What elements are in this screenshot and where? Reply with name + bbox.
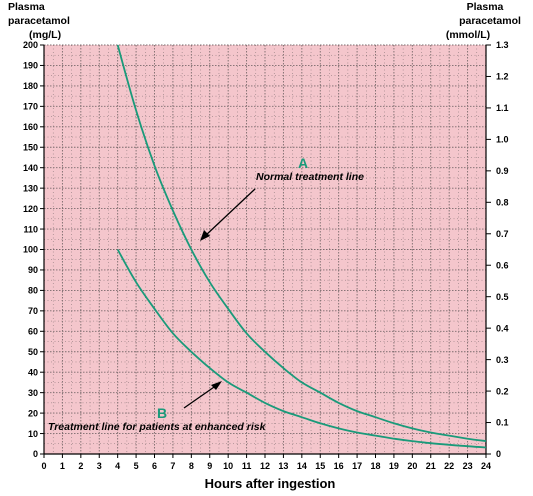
right-axis-title-line-1: Plasma	[467, 1, 504, 13]
marker-a-label: A	[298, 155, 308, 171]
right-axis-title-line-3: (mmol/L)	[446, 29, 490, 41]
right-y-tick-label: 0	[496, 449, 501, 459]
left-y-tick-label: 200	[23, 40, 38, 50]
normal-treatment-arrow-head	[200, 230, 210, 241]
normal-treatment-line-label: Normal treatment line	[256, 171, 364, 183]
x-tick-label: 19	[389, 461, 399, 471]
left-y-tick-label: 10	[28, 429, 38, 439]
left-y-tick-label: 160	[23, 122, 38, 132]
left-axis-title-line-3: (mg/L)	[29, 29, 61, 41]
normal-treatment-arrow-shaft	[204, 188, 256, 237]
right-y-tick-label: 0.8	[496, 198, 509, 208]
x-axis-ticks: 0 1 2 3 4 5 6 7 8 9 10 11 12 13 14 15 16 17 18 19 20 21 22 23 24	[41, 454, 491, 471]
x-tick-label: 24	[481, 461, 491, 471]
x-tick-label: 5	[134, 461, 139, 471]
left-y-tick-label: 140	[23, 163, 38, 173]
left-y-tick-label: 170	[23, 102, 38, 112]
right-y-tick-label: 0.5	[496, 292, 509, 302]
x-tick-label: 23	[463, 461, 473, 471]
left-y-tick-label: 150	[23, 142, 38, 152]
x-tick-label: 9	[207, 461, 212, 471]
left-y-tick-label: 0	[33, 449, 38, 459]
x-tick-label: 12	[260, 461, 270, 471]
left-y-tick-label: 20	[28, 408, 38, 418]
right-y-tick-label: 1.0	[496, 135, 509, 145]
left-y-tick-label: 80	[28, 286, 38, 296]
x-tick-label: 7	[170, 461, 175, 471]
left-axis-title-line-1: Plasma	[8, 1, 45, 13]
right-y-tick-label: 0.9	[496, 166, 509, 176]
left-y-tick-label: 100	[23, 245, 38, 255]
x-tick-label: 13	[278, 461, 288, 471]
left-y-tick-label: 130	[23, 183, 38, 193]
right-y-tick-label: 0.2	[496, 386, 509, 396]
enhanced-risk-line-label: Treatment line for patients at enhanced …	[48, 421, 267, 433]
right-y-tick-label: 1.2	[496, 72, 509, 82]
x-tick-label: 14	[297, 461, 307, 471]
series-group	[116, 44, 487, 449]
left-y-tick-label: 120	[23, 204, 38, 214]
normal-treatment-line	[116, 44, 487, 442]
right-y-tick-label: 0.3	[496, 355, 509, 365]
left-y-tick-label: 180	[23, 81, 38, 91]
x-tick-label: 17	[352, 461, 362, 471]
marker-b-label: B	[157, 405, 167, 421]
x-tick-label: 4	[115, 461, 120, 471]
x-tick-label: 1	[60, 461, 65, 471]
left-y-tick-label: 60	[28, 327, 38, 337]
enhanced-risk-treatment-line	[116, 249, 487, 449]
right-y-tick-label: 1.1	[496, 103, 509, 113]
left-y-axis-ticks: 0 10 20 30 40 50 60 70 80 90 100 110 120 130 140 150 160…	[23, 40, 44, 459]
x-tick-label: 6	[152, 461, 157, 471]
enhanced-risk-arrow-head	[211, 381, 222, 390]
right-y-tick-label: 0.1	[496, 418, 509, 428]
x-tick-label: 3	[97, 461, 102, 471]
left-axis-title-line-2: paracetamol	[8, 15, 70, 27]
x-tick-label: 21	[426, 461, 436, 471]
x-tick-label: 15	[315, 461, 325, 471]
x-tick-label: 16	[334, 461, 344, 471]
left-y-tick-label: 90	[28, 265, 38, 275]
left-y-tick-label: 30	[28, 388, 38, 398]
right-y-tick-label: 0.6	[496, 260, 509, 270]
x-tick-label: 11	[242, 461, 252, 471]
right-y-axis-ticks: 0 0.1 0.2 0.3 0.4 0.5 0.6 0.7 0.8 0.9 1.0 1.1 1.2 1.3	[486, 40, 509, 459]
right-y-tick-label: 0.7	[496, 229, 509, 239]
x-tick-label: 0	[41, 461, 46, 471]
x-tick-label: 8	[189, 461, 194, 471]
x-tick-label: 20	[407, 461, 417, 471]
right-y-tick-label: 0.4	[496, 323, 509, 333]
left-y-tick-label: 190	[23, 61, 38, 71]
left-y-tick-label: 110	[23, 224, 38, 234]
x-tick-label: 10	[223, 461, 233, 471]
left-y-tick-label: 50	[28, 347, 38, 357]
right-axis-title-line-2: paracetamol	[459, 15, 521, 27]
right-y-tick-label: 1.3	[496, 40, 509, 50]
x-tick-label: 18	[370, 461, 380, 471]
x-tick-label: 22	[444, 461, 454, 471]
left-y-tick-label: 70	[28, 306, 38, 316]
left-y-tick-label: 40	[28, 367, 38, 377]
enhanced-risk-arrow-shaft	[183, 384, 218, 409]
x-axis-title: Hours after ingestion	[205, 476, 336, 491]
x-tick-label: 2	[78, 461, 83, 471]
